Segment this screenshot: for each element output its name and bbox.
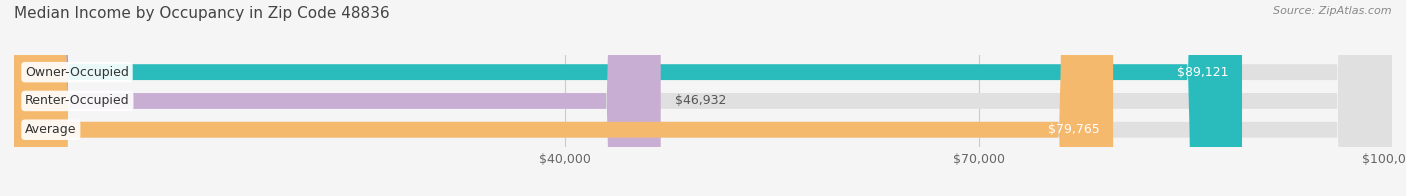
FancyBboxPatch shape <box>14 0 1392 196</box>
Text: $89,121: $89,121 <box>1177 66 1229 79</box>
FancyBboxPatch shape <box>14 0 1114 196</box>
FancyBboxPatch shape <box>14 0 1392 196</box>
Text: Median Income by Occupancy in Zip Code 48836: Median Income by Occupancy in Zip Code 4… <box>14 6 389 21</box>
Text: $79,765: $79,765 <box>1047 123 1099 136</box>
FancyBboxPatch shape <box>14 0 1392 196</box>
FancyBboxPatch shape <box>14 0 1241 196</box>
Text: Renter-Occupied: Renter-Occupied <box>25 94 129 107</box>
FancyBboxPatch shape <box>14 0 661 196</box>
Text: Source: ZipAtlas.com: Source: ZipAtlas.com <box>1274 6 1392 16</box>
Text: $46,932: $46,932 <box>675 94 725 107</box>
Text: Average: Average <box>25 123 76 136</box>
Text: Owner-Occupied: Owner-Occupied <box>25 66 129 79</box>
